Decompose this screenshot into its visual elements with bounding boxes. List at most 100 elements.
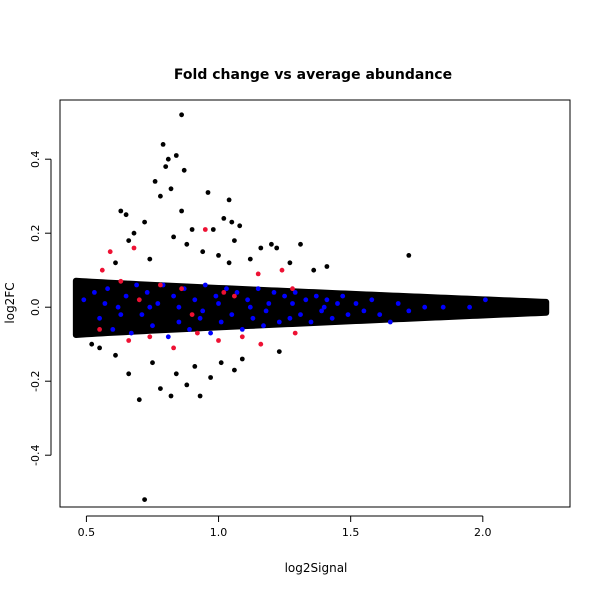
data-point-black [216, 253, 221, 258]
data-point-black [184, 241, 190, 247]
data-point-black [287, 260, 293, 266]
data-point-blue [467, 304, 472, 310]
data-point-blue [303, 297, 309, 303]
data-point-red [126, 338, 132, 343]
y-axis-label: log2FC [3, 282, 17, 323]
data-point-blue [298, 312, 303, 317]
density-band [72, 277, 550, 338]
data-point-black [324, 264, 330, 269]
data-point-black [113, 352, 118, 358]
data-point-blue [97, 315, 102, 321]
data-point-black [274, 245, 280, 251]
data-point-blue [292, 290, 298, 295]
x-axis: 0.5 1.0 1.5 2.0 [78, 515, 492, 539]
plot-border [59, 99, 571, 508]
data-point-blue [200, 308, 206, 314]
y-axis: -0.4 -0.2 0.0 0.2 0.4 [29, 150, 52, 466]
data-point-red [97, 327, 102, 332]
data-point-black [205, 190, 211, 195]
data-point-black [147, 256, 153, 262]
x-tick-label: 2.0 [474, 526, 492, 539]
data-point-blue [147, 304, 153, 310]
data-point-blue [165, 334, 171, 340]
data-point-blue [115, 304, 121, 310]
data-point-black [229, 219, 235, 225]
data-point-blue [353, 301, 359, 306]
data-point-black [192, 364, 198, 369]
data-point-blue [271, 290, 277, 295]
data-point-black [168, 393, 174, 399]
data-point-red [292, 330, 298, 336]
data-point-blue [118, 312, 124, 317]
y-tick-label: 0.0 [29, 298, 42, 316]
data-point-black [179, 112, 185, 118]
density-cloud [72, 277, 550, 338]
data-point-blue [139, 312, 145, 317]
data-point-blue [144, 290, 150, 295]
x-tick-label: 1.5 [342, 526, 360, 539]
data-point-black [226, 197, 232, 203]
data-point-blue [319, 308, 324, 314]
data-point-red [279, 267, 285, 273]
data-point-blue [171, 293, 177, 299]
data-point-black [158, 386, 163, 391]
data-point-red [232, 293, 237, 299]
data-point-red [258, 341, 264, 347]
data-point-black [150, 360, 155, 366]
data-point-red [221, 290, 227, 295]
x-axis-label: log2Signal [285, 561, 348, 575]
data-point-black [173, 371, 179, 377]
data-point-red [136, 297, 142, 303]
data-point-red [158, 282, 163, 288]
data-point-blue [81, 297, 87, 303]
data-point-red [239, 334, 245, 340]
data-point-blue [483, 297, 488, 303]
data-point-red [195, 330, 200, 336]
data-point-red [216, 338, 221, 343]
data-point-blue [123, 293, 129, 299]
data-point-black [97, 345, 102, 351]
data-point-blue [324, 297, 330, 303]
data-point-blue [202, 282, 208, 288]
data-point-black [173, 153, 179, 158]
data-point-black [311, 267, 317, 273]
data-point-blue [287, 315, 293, 321]
data-point-black [208, 375, 214, 380]
data-point-blue [345, 312, 351, 317]
data-point-black [171, 234, 177, 240]
data-point-black [158, 193, 163, 199]
data-point-blue [276, 319, 282, 325]
data-point-black [118, 208, 124, 214]
y-tick-label: -0.4 [29, 444, 42, 465]
y-tick-label: 0.2 [29, 224, 42, 242]
data-point-red [118, 278, 124, 284]
data-point-black [232, 367, 237, 373]
data-point-blue [192, 297, 198, 303]
data-point-black [189, 227, 195, 232]
data-point-black [152, 179, 158, 184]
data-point-black [247, 256, 253, 262]
y-tick-label: -0.2 [29, 370, 42, 391]
data-point-black [237, 223, 243, 229]
data-point-black [179, 208, 185, 214]
data-point-blue [128, 330, 134, 336]
data-points [81, 112, 488, 502]
data-point-black [89, 341, 95, 347]
data-point-blue [266, 301, 272, 306]
data-point-blue [155, 301, 161, 306]
data-point-blue [335, 301, 340, 306]
data-point-black [163, 164, 169, 170]
data-point-black [200, 249, 206, 255]
data-point-blue [105, 286, 110, 292]
data-point-blue [282, 293, 287, 299]
data-point-black [136, 397, 142, 403]
data-point-red [147, 334, 153, 340]
data-point-blue [440, 304, 446, 310]
data-point-blue [422, 304, 428, 310]
data-point-blue [263, 308, 269, 314]
data-point-blue [387, 319, 393, 325]
y-tick-label: 0.4 [29, 150, 42, 168]
data-point-red [290, 286, 295, 292]
data-point-black [210, 227, 216, 232]
x-tick-label: 0.5 [78, 526, 96, 539]
